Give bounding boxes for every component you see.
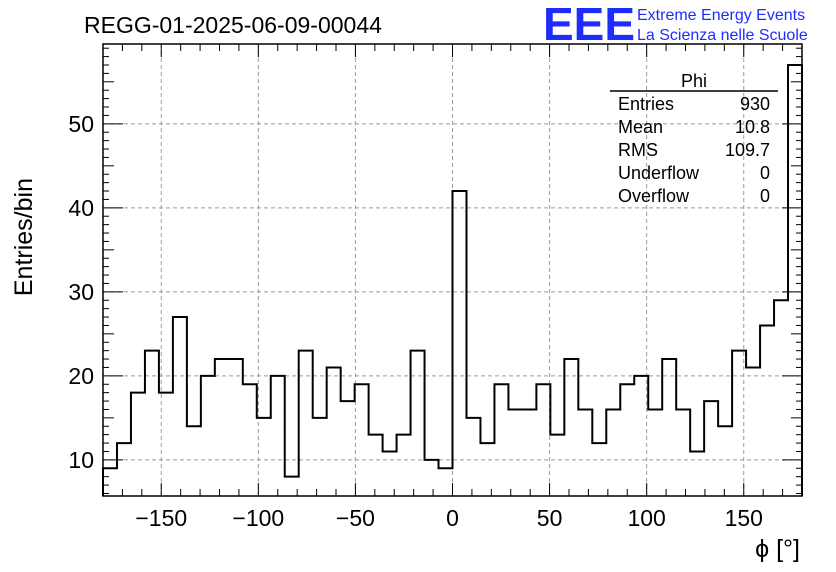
histogram-bin bbox=[466, 418, 480, 496]
histogram-bin bbox=[257, 418, 271, 496]
histogram-bin bbox=[578, 409, 592, 496]
histogram-bin bbox=[453, 191, 467, 496]
histogram-bin bbox=[606, 409, 620, 496]
y-tick-labels: 10 20 30 40 50 bbox=[68, 111, 94, 473]
histogram-bin bbox=[187, 426, 201, 496]
histogram-bin bbox=[201, 376, 215, 496]
histogram-bin bbox=[480, 443, 494, 496]
y-axis-title: Entries/bin bbox=[10, 178, 38, 296]
histogram-bin bbox=[341, 401, 355, 496]
histogram-bin bbox=[355, 384, 369, 496]
x-tick-label: −150 bbox=[135, 505, 187, 531]
histogram-outline bbox=[102, 64, 803, 496]
histogram-bin bbox=[508, 409, 522, 496]
histogram-bin bbox=[718, 426, 732, 496]
histogram-bin bbox=[313, 418, 327, 496]
stats-value-mean: 10.8 bbox=[735, 117, 770, 137]
histogram-bin bbox=[299, 351, 313, 496]
y-tick-label: 50 bbox=[68, 111, 94, 137]
histogram-bin bbox=[522, 409, 536, 496]
y-tick-label: 20 bbox=[68, 363, 94, 389]
histogram-bin bbox=[774, 300, 788, 496]
histogram-bin bbox=[369, 435, 383, 496]
x-tick-label: 150 bbox=[725, 505, 763, 531]
histogram-bin bbox=[634, 376, 648, 496]
histogram-bin bbox=[439, 468, 453, 496]
x-tick-label: 100 bbox=[627, 505, 665, 531]
histogram-bin bbox=[676, 409, 690, 496]
stats-value-entries: 930 bbox=[740, 94, 770, 114]
histogram-bin bbox=[746, 367, 760, 496]
histogram-bin bbox=[411, 351, 425, 496]
histogram-bin bbox=[215, 359, 229, 496]
stats-value-rms: 109.7 bbox=[725, 140, 770, 160]
stats-value-overflow: 0 bbox=[760, 186, 770, 206]
histogram-bin bbox=[704, 401, 718, 496]
histogram-bin bbox=[271, 376, 285, 496]
histogram-bin bbox=[690, 451, 704, 496]
x-tick-label: −50 bbox=[336, 505, 375, 531]
histogram-bin bbox=[536, 384, 550, 496]
histogram-bin bbox=[285, 477, 299, 496]
histogram-bin bbox=[173, 317, 187, 496]
eee-logo-text: EEE bbox=[543, 0, 635, 50]
logo-line-2: La Scienza nelle Scuole bbox=[637, 27, 808, 44]
stats-label-overflow: Overflow bbox=[618, 186, 690, 206]
stats-box: Phi Entries 930 Mean 10.8 RMS 109.7 Unde… bbox=[610, 71, 778, 206]
histogram-bin bbox=[327, 367, 341, 496]
stats-title: Phi bbox=[681, 71, 707, 91]
histogram-bin bbox=[425, 460, 439, 496]
logo-line-1: Extreme Energy Events bbox=[637, 7, 805, 24]
histogram-bin bbox=[117, 443, 131, 496]
stats-label-rms: RMS bbox=[618, 140, 658, 160]
eee-logo: EEE Extreme Energy Events La Scienza nel… bbox=[543, 0, 808, 50]
x-tick-label: −100 bbox=[232, 505, 284, 531]
histogram-bin bbox=[564, 359, 578, 496]
histogram-bin bbox=[131, 393, 145, 496]
histogram-bin bbox=[760, 325, 774, 496]
histogram-bin bbox=[662, 359, 676, 496]
histogram-bin bbox=[648, 409, 662, 496]
histogram-bin bbox=[103, 468, 117, 496]
x-tick-label: 50 bbox=[537, 505, 563, 531]
stats-label-underflow: Underflow bbox=[618, 163, 700, 183]
y-tick-label: 40 bbox=[68, 195, 94, 221]
histogram-bin bbox=[550, 435, 564, 496]
stats-value-underflow: 0 bbox=[760, 163, 770, 183]
histogram-bin bbox=[145, 351, 159, 496]
histogram-bin bbox=[383, 451, 397, 496]
histogram-bin bbox=[243, 384, 257, 496]
x-tick-labels: −150 −100 −50 0 50 100 150 bbox=[135, 505, 763, 531]
histogram-bin bbox=[732, 351, 746, 496]
y-tick-label: 30 bbox=[68, 279, 94, 305]
x-axis-title: ϕ [°] bbox=[755, 535, 800, 563]
stats-label-mean: Mean bbox=[618, 117, 663, 137]
x-tick-label: 0 bbox=[446, 505, 459, 531]
plot-title: REGG-01-2025-06-09-00044 bbox=[84, 12, 382, 38]
histogram-bin bbox=[788, 65, 802, 496]
plot-frame bbox=[102, 43, 803, 497]
histogram-bin bbox=[159, 393, 173, 496]
y-tick-label: 10 bbox=[68, 447, 94, 473]
histogram-bin bbox=[229, 359, 243, 496]
histogram-bin bbox=[397, 435, 411, 496]
histogram-bin bbox=[494, 384, 508, 496]
histogram-bin bbox=[620, 384, 634, 496]
histogram-bin bbox=[592, 443, 606, 496]
stats-label-entries: Entries bbox=[618, 94, 674, 114]
